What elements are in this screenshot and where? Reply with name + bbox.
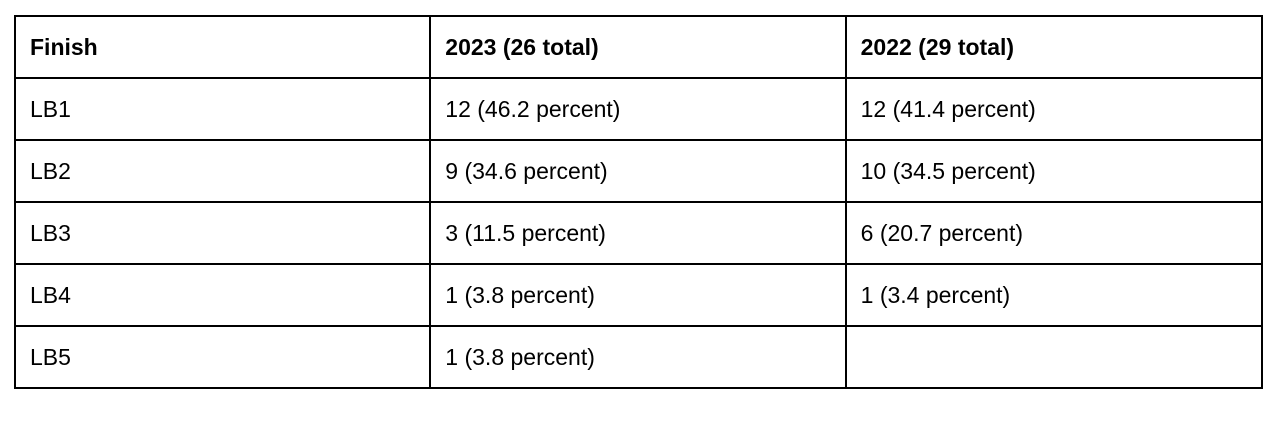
table-cell: 12 (46.2 percent) <box>429 77 847 141</box>
table-cell: LB5 <box>13 325 432 389</box>
results-table: Finish 2023 (26 total) 2022 (29 total) LB1… <box>13 15 1264 389</box>
table-cell: 12 (41.4 percent) <box>844 77 1264 141</box>
table-cell: 3 (11.5 percent) <box>429 201 847 265</box>
table-cell: 1 (3.8 percent) <box>429 263 847 327</box>
table-cell: 1 (3.4 percent) <box>844 263 1264 327</box>
table-cell: 1 (3.8 percent) <box>429 325 847 389</box>
header-cell: Finish <box>13 15 432 79</box>
table-cell: 6 (20.7 percent) <box>844 201 1264 265</box>
table-row: LB4 1 (3.8 percent) 1 (3.4 percent) <box>13 263 1264 327</box>
table-cell: LB1 <box>13 77 432 141</box>
table-cell: 10 (34.5 percent) <box>844 139 1264 203</box>
table-row: LB2 9 (34.6 percent) 10 (34.5 percent) <box>13 139 1264 203</box>
header-cell: 2023 (26 total) <box>429 15 847 79</box>
table-cell: LB3 <box>13 201 432 265</box>
table-body: LB1 12 (46.2 percent) 12 (41.4 percent) LB2… <box>13 77 1264 389</box>
table-cell: 9 (34.6 percent) <box>429 139 847 203</box>
table-row: LB1 12 (46.2 percent) 12 (41.4 percent) <box>13 77 1264 141</box>
table-cell: LB4 <box>13 263 432 327</box>
header-row: Finish 2023 (26 total) 2022 (29 total) <box>13 15 1264 79</box>
table-cell: LB2 <box>13 139 432 203</box>
table-row: LB3 3 (11.5 percent) 6 (20.7 percent) <box>13 201 1264 265</box>
empty-cell <box>844 325 1264 389</box>
table-row: LB5 1 (3.8 percent) <box>13 325 1264 389</box>
header-cell: 2022 (29 total) <box>844 15 1264 79</box>
